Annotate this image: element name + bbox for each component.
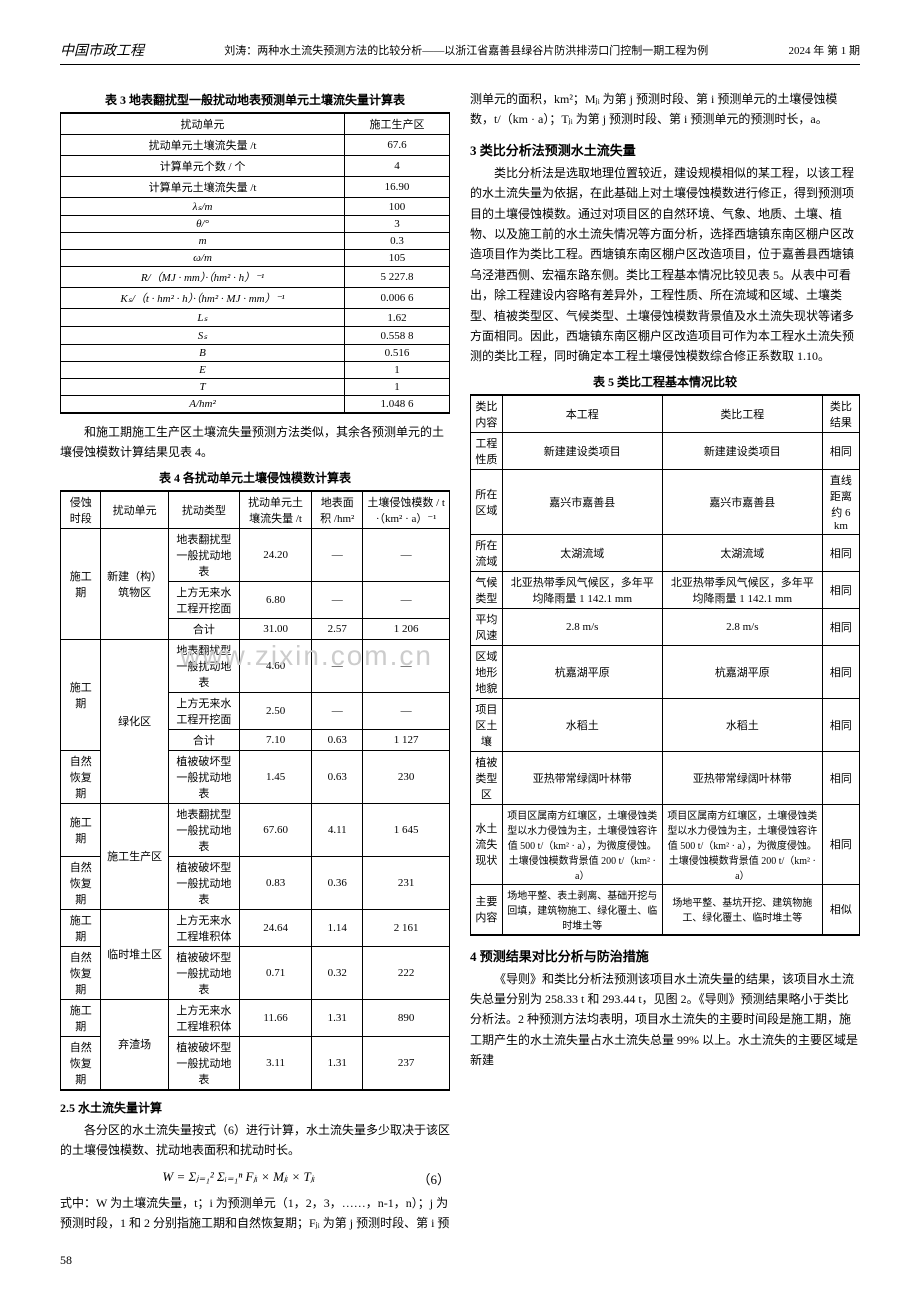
left-column: 表 3 地表翻扰型一般扰动地表预测单元土壤流失量计算表 扰动单元 施工生产区 扰… <box>60 85 450 1268</box>
table5: 类比内容 本工程 类比工程 类比结果 工程性质新建建设类项目新建建设类项目相同 … <box>470 394 860 936</box>
table3-h2: 施工生产区 <box>345 113 450 135</box>
right-column: 测单元的面积，km²；Mⱼᵢ 为第 j 预测时段、第 i 预测单元的土壤侵蚀模数… <box>470 85 860 1268</box>
section-2-5-para1: 各分区的水土流失量按式（6）进行计算，水土流失量多少取决于该区的土壤侵蚀模数、扰… <box>60 1120 450 1161</box>
section-2-5-title: 2.5 水土流失量计算 <box>60 1099 450 1116</box>
right-para-continuation: 测单元的面积，km²；Mⱼᵢ 为第 j 预测时段、第 i 预测单元的土壤侵蚀模数… <box>470 89 860 130</box>
table5-title: 表 5 类比工程基本情况比较 <box>470 373 860 390</box>
table4-title: 表 4 各扰动单元土壤侵蚀模数计算表 <box>60 469 450 486</box>
article-title: 刘涛：两种水土流失预测方法的比较分析——以浙江省嘉善县绿谷片防洪排涝口门控制一期… <box>224 42 708 58</box>
journal-name: 中国市政工程 <box>60 40 144 60</box>
section-2-5-para2: 式中：W 为土壤流失量，t；i 为预测单元（1，2，3，……，n-1，n）；j … <box>60 1193 450 1234</box>
table3-h1: 扰动单元 <box>61 113 345 135</box>
table4: 侵蚀时段 扰动单元 扰动类型 扰动单元土壤流失量 /t 地表面积 /hm² 土壤… <box>60 490 450 1091</box>
table3: 扰动单元 施工生产区 扰动单元土壤流失量 /t67.6 计算单元个数 / 个4 … <box>60 112 450 414</box>
section-4-title: 4 预测结果对比分析与防治措施 <box>470 946 860 965</box>
page-header: 中国市政工程 刘涛：两种水土流失预测方法的比较分析——以浙江省嘉善县绿谷片防洪排… <box>60 40 860 65</box>
section-3-para1: 类比分析法是选取地理位置较近，建设规模相似的某工程，以该工程的水土流失量为依据，… <box>470 163 860 367</box>
page-number: 58 <box>60 1253 450 1268</box>
issue-info: 2024 年 第 1 期 <box>789 42 861 58</box>
section-4-para1: 《导则》和类比分析法预测该项目水土流失量的结果，该项目水土流失总量分别为 258… <box>470 969 860 1071</box>
formula-6: W = Σⱼ₌₁² Σᵢ₌₁ⁿ Fⱼᵢ × Mⱼᵢ × Tⱼᵢ （6） <box>60 1169 450 1185</box>
para-after-table3: 和施工期施工生产区土壤流失量预测方法类似，其余各预测单元的土壤侵蚀模数计算结果见… <box>60 422 450 463</box>
table3-title: 表 3 地表翻扰型一般扰动地表预测单元土壤流失量计算表 <box>60 91 450 108</box>
section-3-title: 3 类比分析法预测水土流失量 <box>470 140 860 159</box>
two-column-layout: 表 3 地表翻扰型一般扰动地表预测单元土壤流失量计算表 扰动单元 施工生产区 扰… <box>60 85 860 1268</box>
